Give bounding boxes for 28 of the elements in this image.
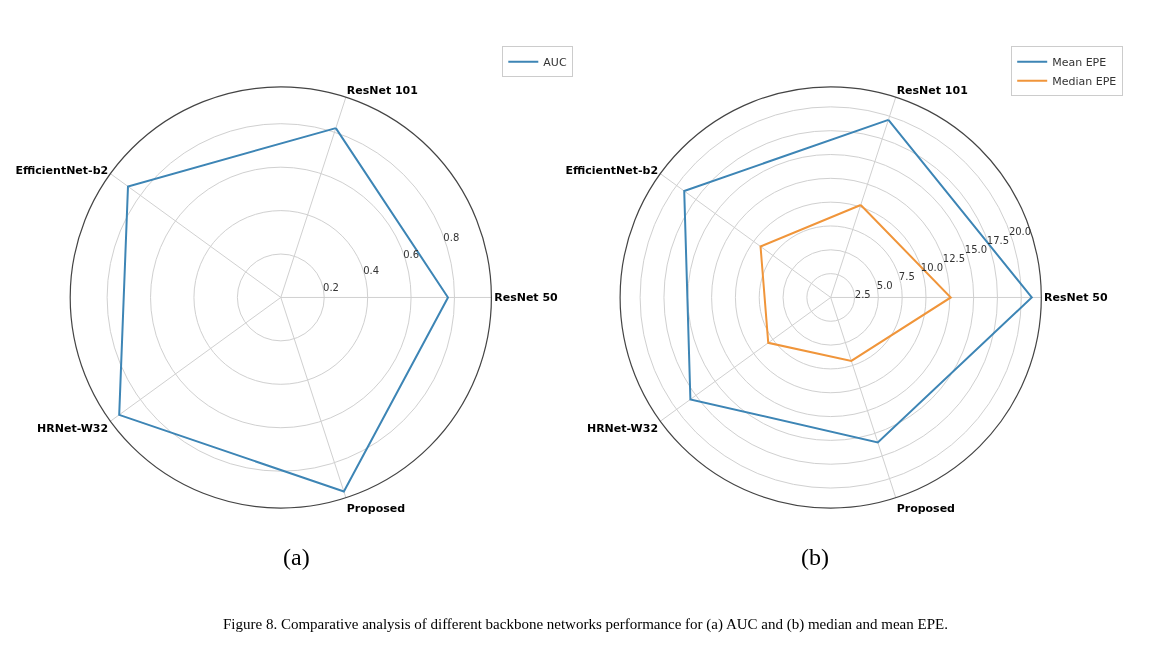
y-tick-label: 5.0 [876,280,893,292]
y-tick-label: 0.2 [323,281,339,293]
caption: Figure 8. Comparative analysis of different backbone networks performance for (a) AUC and (b) median and mean EPE. [223,616,948,633]
text: (a) [283,544,310,570]
y-tick-label: 20.0 [1008,225,1032,237]
y-tick-label: 2.5 [854,289,871,301]
spoke-label: EfficientNet-b2 [15,163,109,177]
y-tick-label: 10.0 [920,262,944,274]
y-tick-label: 15.0 [964,243,988,255]
spoke-label: ResNet 50 [1044,291,1108,305]
spoke-label: Proposed [896,502,955,516]
spoke-label: ResNet 101 [346,83,418,97]
spoke-label: HRNet-W32 [586,422,659,436]
y-tick-label: 7.5 [898,271,915,283]
legend-label: Mean EPE [1052,56,1107,70]
spoke-label: Proposed [346,502,406,516]
spoke-label: EfficientNet-b2 [565,163,659,177]
legend-label: Median EPE [1052,75,1117,89]
legend-label: AUC [543,56,567,70]
y-tick-label: 0.4 [363,265,380,277]
y-tick-label: 12.5 [942,252,966,264]
spoke-label: ResNet 101 [896,83,968,97]
spoke-label: ResNet 50 [494,291,559,305]
y-tick-label: 0.6 [403,248,420,260]
y-tick-label: 17.5 [986,234,1010,246]
spoke-label: HRNet-W32 [37,422,109,436]
y-tick-label: 0.8 [443,232,460,244]
text: (b) [801,544,829,570]
